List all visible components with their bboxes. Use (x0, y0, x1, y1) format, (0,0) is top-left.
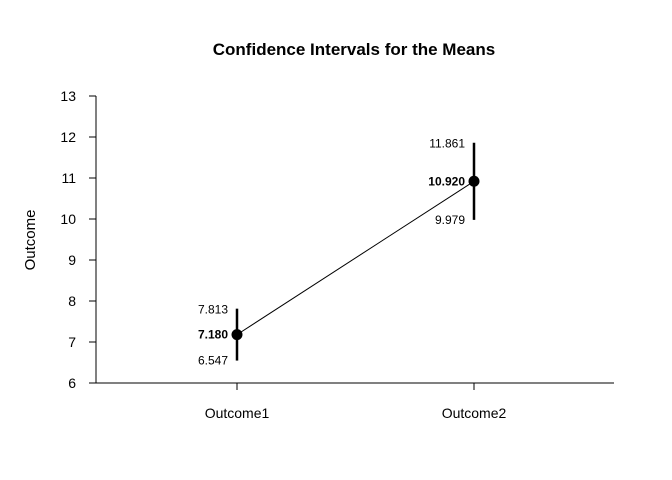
y-tick-label: 12 (60, 129, 76, 145)
x-axis: Outcome1 Outcome2 (205, 383, 507, 421)
y-axis: 6 7 8 9 10 11 12 13 (60, 88, 96, 391)
means-series: 7.813 7.180 6.547 11.861 10.920 9.979 (198, 137, 480, 368)
x-tick-label: Outcome2 (442, 405, 507, 421)
mean-point (468, 175, 480, 187)
lower-label: 9.979 (435, 213, 465, 227)
y-tick-label: 9 (68, 252, 76, 268)
mean-point (231, 329, 243, 341)
y-tick-label: 11 (61, 170, 76, 186)
y-tick-label: 8 (68, 293, 76, 309)
mean-connector-line (236, 180, 475, 336)
upper-label: 11.861 (429, 137, 465, 151)
upper-label: 7.813 (198, 303, 228, 317)
lower-label: 6.547 (198, 354, 228, 368)
y-tick-label: 7 (68, 334, 76, 350)
y-tick-label: 13 (60, 88, 76, 104)
chart-title: Confidence Intervals for the Means (213, 40, 495, 59)
mean-label: 7.180 (198, 328, 228, 342)
y-tick-label: 10 (60, 211, 76, 227)
x-tick-label: Outcome1 (205, 405, 270, 421)
mean-label: 10.920 (428, 174, 465, 188)
y-tick-label: 6 (68, 375, 76, 391)
y-axis-label: Outcome (22, 210, 39, 271)
